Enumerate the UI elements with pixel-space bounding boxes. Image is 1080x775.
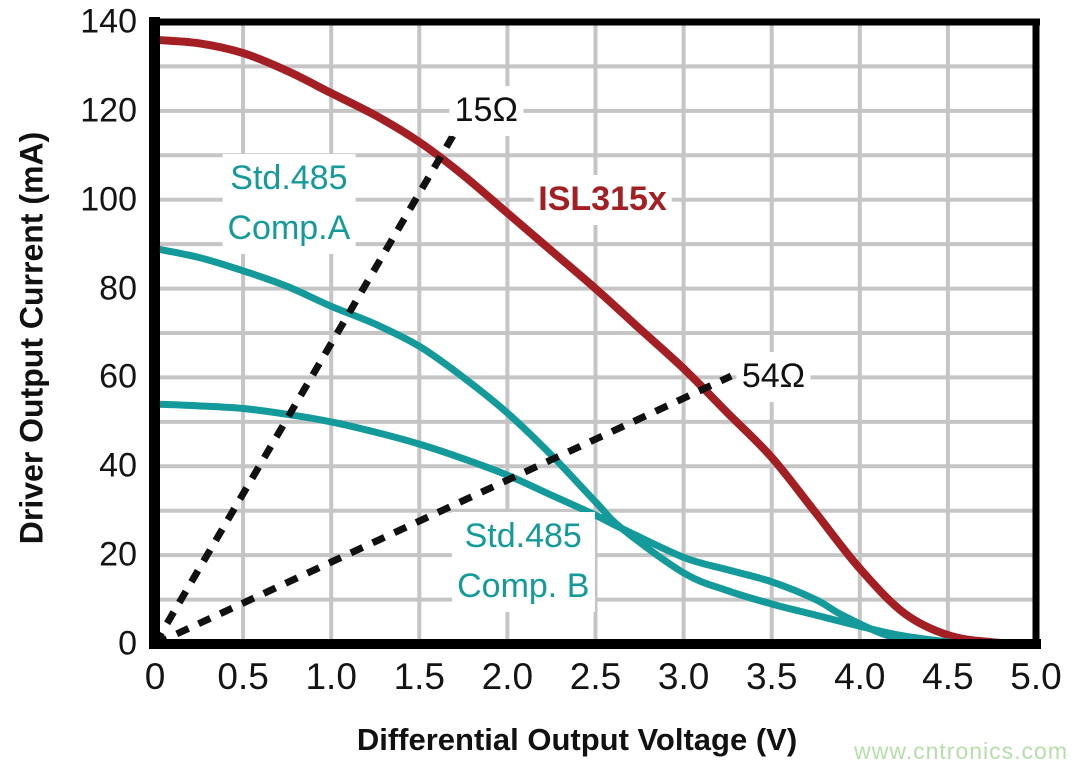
x-tick-label: 0 xyxy=(144,656,166,697)
load-line-label-54ohm: 54Ω xyxy=(736,352,811,403)
y-tick-label: 40 xyxy=(99,446,137,485)
y-tick-label: 140 xyxy=(80,2,137,41)
label-line: ISL315x xyxy=(538,180,667,219)
x-tick-label: 2.5 xyxy=(569,656,622,697)
x-tick-label: 1.5 xyxy=(393,656,446,697)
x-tick-label: 3.0 xyxy=(657,656,710,697)
label-line: 15Ω xyxy=(454,91,518,130)
x-tick-label: 2.0 xyxy=(481,656,534,697)
watermark: www.cntronics.com xyxy=(854,738,1068,764)
series-label-std485-comp-a: Std.485 Comp.A xyxy=(222,154,356,255)
series-label-std485-comp-b: Std.485 Comp. B xyxy=(452,511,595,612)
y-tick-label: 120 xyxy=(80,91,137,130)
load-line-label-15ohm: 15Ω xyxy=(449,86,523,137)
series-15-ohm-load-line xyxy=(151,131,458,646)
x-tick-label: 3.5 xyxy=(745,656,798,697)
y-tick-label: 60 xyxy=(99,357,137,396)
series-54-ohm-load-line xyxy=(153,372,733,648)
y-tick-label: 80 xyxy=(99,269,137,308)
y-axis-title: Driver Output Current (mA) xyxy=(13,131,50,545)
x-tick-label: 4.5 xyxy=(922,656,974,697)
series-isl315x xyxy=(151,35,1040,648)
x-tick-label: 5.0 xyxy=(1010,656,1062,697)
label-line: Comp.A xyxy=(227,209,351,248)
label-line: Comp. B xyxy=(457,566,590,605)
y-tick-label: 100 xyxy=(80,180,137,219)
label-line: 54Ω xyxy=(741,357,806,396)
x-axis-title: Differential Output Voltage (V) xyxy=(356,722,798,757)
x-tick-label: 0.5 xyxy=(217,656,269,697)
x-tick-label: 4.0 xyxy=(834,656,886,697)
label-line: Std.485 xyxy=(464,516,582,555)
label-line: Std.485 xyxy=(230,159,348,198)
x-tick-label: 1.0 xyxy=(305,656,357,697)
series-label-isl315x: ISL315x xyxy=(533,175,672,226)
y-tick-label: 20 xyxy=(99,535,137,574)
series-std-485-comp-a xyxy=(151,245,969,648)
y-tick-label: 0 xyxy=(118,624,137,663)
